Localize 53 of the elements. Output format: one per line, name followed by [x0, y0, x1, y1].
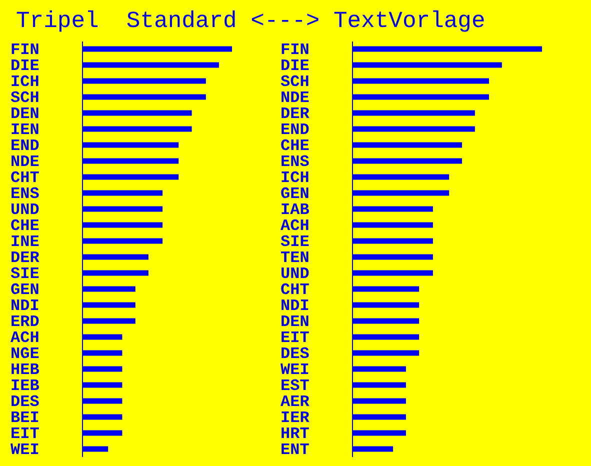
y-tick-label: NDI	[10, 297, 40, 315]
y-tick-label: SIE	[10, 265, 40, 283]
y-tick-label: IEB	[10, 377, 40, 395]
y-tick-label: DES	[10, 393, 40, 411]
y-tick-label: NDE	[10, 153, 40, 171]
y-tick-label: IEN	[10, 121, 40, 139]
y-tick-label: ERD	[10, 313, 40, 331]
y-tick-label: EIT	[280, 329, 310, 347]
y-tick-label: HEB	[10, 361, 40, 379]
y-tick-label: ACH	[280, 217, 310, 235]
y-tick-label: DIE	[10, 57, 40, 75]
y-tick-label: AER	[280, 393, 310, 411]
y-tick-label: IAB	[280, 201, 310, 219]
y-tick-label: CHT	[280, 281, 310, 299]
y-tick-label: NGE	[10, 345, 40, 363]
y-tick-label: ENT	[280, 441, 310, 459]
y-tick-label: ENS	[10, 185, 40, 203]
y-tick-label: BEI	[10, 409, 40, 427]
y-tick-label: END	[280, 121, 310, 139]
y-tick-label: ENS	[280, 153, 310, 171]
y-tick-label: EIT	[10, 425, 40, 443]
y-tick-label: ICH	[10, 73, 40, 91]
y-tick-label: UND	[10, 201, 40, 219]
y-tick-label: DES	[280, 345, 310, 363]
y-tick-label: NDI	[280, 297, 310, 315]
y-tick-label: GEN	[10, 281, 40, 299]
y-tick-label: WEI	[10, 441, 40, 459]
y-tick-label: UND	[280, 265, 310, 283]
y-tick-label: ACH	[10, 329, 40, 347]
y-tick-label: CHT	[10, 169, 40, 187]
y-tick-label: DEN	[280, 313, 310, 331]
y-tick-label: ICH	[280, 169, 310, 187]
y-tick-label: TEN	[280, 249, 310, 267]
y-tick-label: SIE	[280, 233, 310, 251]
y-tick-label: WEI	[280, 361, 310, 379]
y-tick-label: SCH	[10, 89, 40, 107]
y-tick-label: DER	[10, 249, 40, 267]
y-tick-label: GEN	[280, 185, 310, 203]
y-tick-label: HRT	[280, 425, 310, 443]
y-tick-label: DEN	[10, 105, 40, 123]
y-tick-label: DIE	[280, 57, 310, 75]
y-tick-label: FIN	[280, 41, 310, 59]
y-tick-label: SCH	[280, 73, 310, 91]
chart-title: Tripel Standard <---> TextVorlage	[15, 7, 486, 36]
y-tick-label: FIN	[10, 41, 40, 59]
y-tick-label: IER	[280, 409, 310, 427]
y-tick-label: INE	[10, 233, 40, 251]
y-tick-label: EST	[280, 377, 310, 395]
y-tick-label: NDE	[280, 89, 310, 107]
y-tick-label: END	[10, 137, 40, 155]
y-tick-label: CHE	[10, 217, 40, 235]
y-tick-label: DER	[280, 105, 310, 123]
y-tick-label: CHE	[280, 137, 310, 155]
